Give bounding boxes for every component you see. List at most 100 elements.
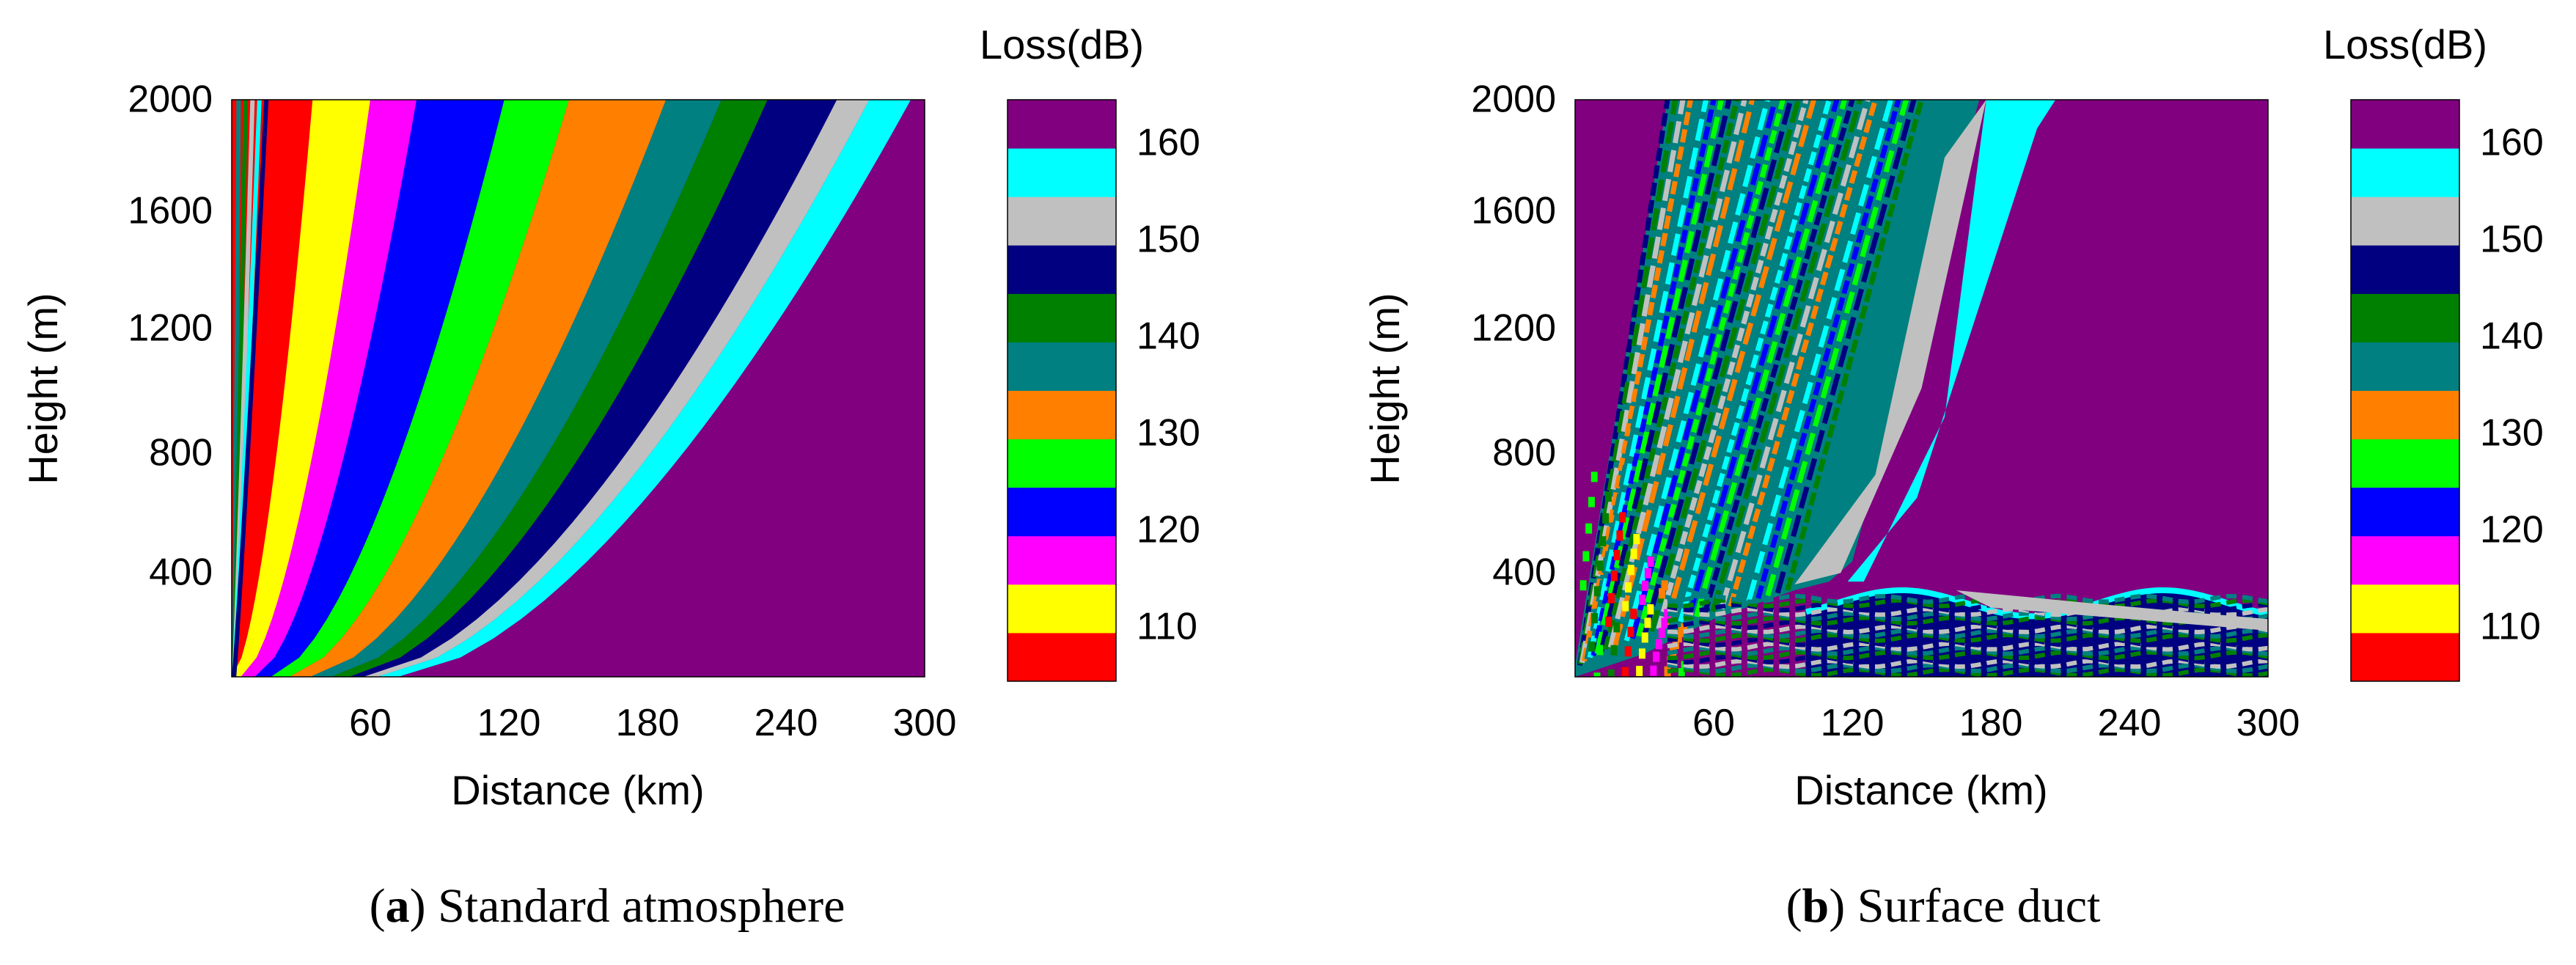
speckle bbox=[1638, 648, 1645, 659]
fan-ray bbox=[1636, 100, 1786, 637]
speckle bbox=[1647, 604, 1654, 615]
x-axis-label-a: Distance (km) bbox=[451, 767, 704, 813]
colorbar-segment bbox=[1008, 632, 1116, 682]
loss-pattern-b bbox=[1575, 100, 2268, 677]
y-axis-label-b: Height (m) bbox=[1362, 293, 1408, 484]
duct-stripe bbox=[1667, 654, 2268, 665]
y-tick-label: 2000 bbox=[128, 78, 213, 121]
speckle bbox=[1605, 616, 1612, 627]
fan-ray bbox=[1649, 100, 1801, 633]
y-ticks-a: 400 800 1200 1600 2000 bbox=[128, 78, 213, 594]
colorbar-tick-label: 140 bbox=[1137, 315, 1200, 358]
speckle bbox=[1642, 580, 1649, 591]
speckle bbox=[1678, 627, 1685, 638]
y-ticks-b: 400 800 1200 1600 2000 bbox=[1471, 78, 1556, 594]
speckle bbox=[1608, 592, 1615, 603]
x-tick-label: 120 bbox=[1821, 702, 1885, 744]
fan-ray bbox=[1663, 100, 1816, 628]
speckle bbox=[1678, 668, 1685, 677]
speckle bbox=[1658, 628, 1665, 639]
fan-ray bbox=[1599, 100, 1732, 653]
loss-band bbox=[349, 100, 837, 677]
duct-stripe bbox=[1667, 667, 2268, 677]
colorbar-segment bbox=[1008, 487, 1116, 537]
fan-ray bbox=[1623, 100, 1770, 642]
fan-ray bbox=[1686, 100, 1840, 620]
plot-frame-b bbox=[1574, 99, 2269, 678]
speckle bbox=[1588, 641, 1596, 652]
speckle bbox=[1593, 672, 1601, 677]
x-tick-label: 180 bbox=[1959, 702, 2023, 744]
speckle bbox=[1630, 548, 1637, 559]
colorbar-segment bbox=[2351, 632, 2459, 682]
loss-band bbox=[331, 100, 768, 677]
fan-ray bbox=[1587, 100, 1709, 658]
loss-band bbox=[254, 100, 504, 677]
y-tick-label: 400 bbox=[1492, 551, 1556, 594]
colorbar-segment bbox=[2351, 197, 2459, 246]
loss-bands-a bbox=[232, 100, 911, 677]
speckle bbox=[1676, 676, 1683, 677]
loss-band bbox=[271, 100, 569, 677]
speckle bbox=[1647, 557, 1654, 568]
colorbar-segment bbox=[2351, 245, 2459, 294]
loss-band bbox=[377, 100, 911, 677]
speckle bbox=[1613, 622, 1621, 633]
speckle bbox=[1655, 639, 1662, 650]
caption-a: (a) Standard atmosphere bbox=[370, 879, 845, 933]
colorbar-segment bbox=[1008, 197, 1116, 246]
loss-band bbox=[232, 100, 370, 677]
colorbar-segment bbox=[1008, 148, 1116, 197]
colorbar-segment bbox=[1008, 439, 1116, 488]
speckle bbox=[1610, 645, 1618, 656]
colorbar-segment bbox=[2351, 487, 2459, 537]
speckle bbox=[1590, 472, 1598, 482]
colorbar-segment bbox=[1008, 535, 1116, 585]
speckle bbox=[1644, 617, 1651, 628]
fan-ray bbox=[1656, 100, 1809, 630]
speckle bbox=[1602, 513, 1610, 524]
y-axis-label-a: Height (m) bbox=[20, 293, 66, 484]
y-tick-label: 1600 bbox=[128, 190, 213, 232]
speckle bbox=[1627, 626, 1634, 637]
fan-ray bbox=[1642, 100, 1794, 635]
fan-ray bbox=[1629, 100, 1778, 639]
x-ticks-a: 60 120 180 240 300 bbox=[349, 702, 956, 744]
speckle bbox=[1627, 565, 1634, 576]
colorbar-b bbox=[2351, 100, 2459, 682]
speckle bbox=[1596, 560, 1604, 571]
y-tick-label: 1600 bbox=[1471, 190, 1556, 232]
colorbar-tick-label: 150 bbox=[2480, 219, 2544, 261]
speckle bbox=[1675, 632, 1682, 643]
speckle bbox=[1619, 512, 1626, 523]
colorbar-ticks-b: 110 120 130 140 150 160 bbox=[2480, 122, 2544, 648]
speckle bbox=[1664, 609, 1671, 620]
speckle bbox=[1593, 586, 1601, 597]
duct-stripe bbox=[1667, 620, 2268, 631]
colorbar-frame-b bbox=[2350, 99, 2460, 682]
colorbar-segment bbox=[1008, 584, 1116, 634]
speckle bbox=[1616, 530, 1623, 541]
fan-ray bbox=[1785, 100, 1924, 591]
fan-ray bbox=[1584, 100, 1701, 660]
x-tick-label: 60 bbox=[349, 702, 392, 744]
fan-ray bbox=[1755, 100, 1901, 599]
speckle bbox=[1596, 645, 1604, 656]
plot-frame-a bbox=[231, 99, 925, 678]
fan-ray bbox=[1765, 100, 1909, 597]
y-tick-label: 1200 bbox=[128, 307, 213, 350]
fan-ray bbox=[1719, 100, 1871, 610]
colorbar-tick-label: 110 bbox=[2480, 606, 2541, 648]
colorbar-tick-label: 160 bbox=[2480, 122, 2544, 164]
fan-ray bbox=[1670, 100, 1824, 625]
speckle bbox=[1653, 651, 1660, 662]
panel-a: 400 800 1200 1600 2000 60 120 180 240 30… bbox=[20, 21, 1200, 933]
speckle bbox=[1579, 580, 1587, 591]
x-tick-label: 60 bbox=[1692, 702, 1735, 744]
speckle bbox=[1650, 665, 1657, 676]
y-tick-label: 800 bbox=[1492, 432, 1556, 474]
colorbar-segment bbox=[2351, 148, 2459, 197]
colorbar-tick-label: 160 bbox=[1137, 122, 1200, 164]
loss-band bbox=[310, 100, 722, 677]
duct-stripe bbox=[1667, 628, 2268, 639]
